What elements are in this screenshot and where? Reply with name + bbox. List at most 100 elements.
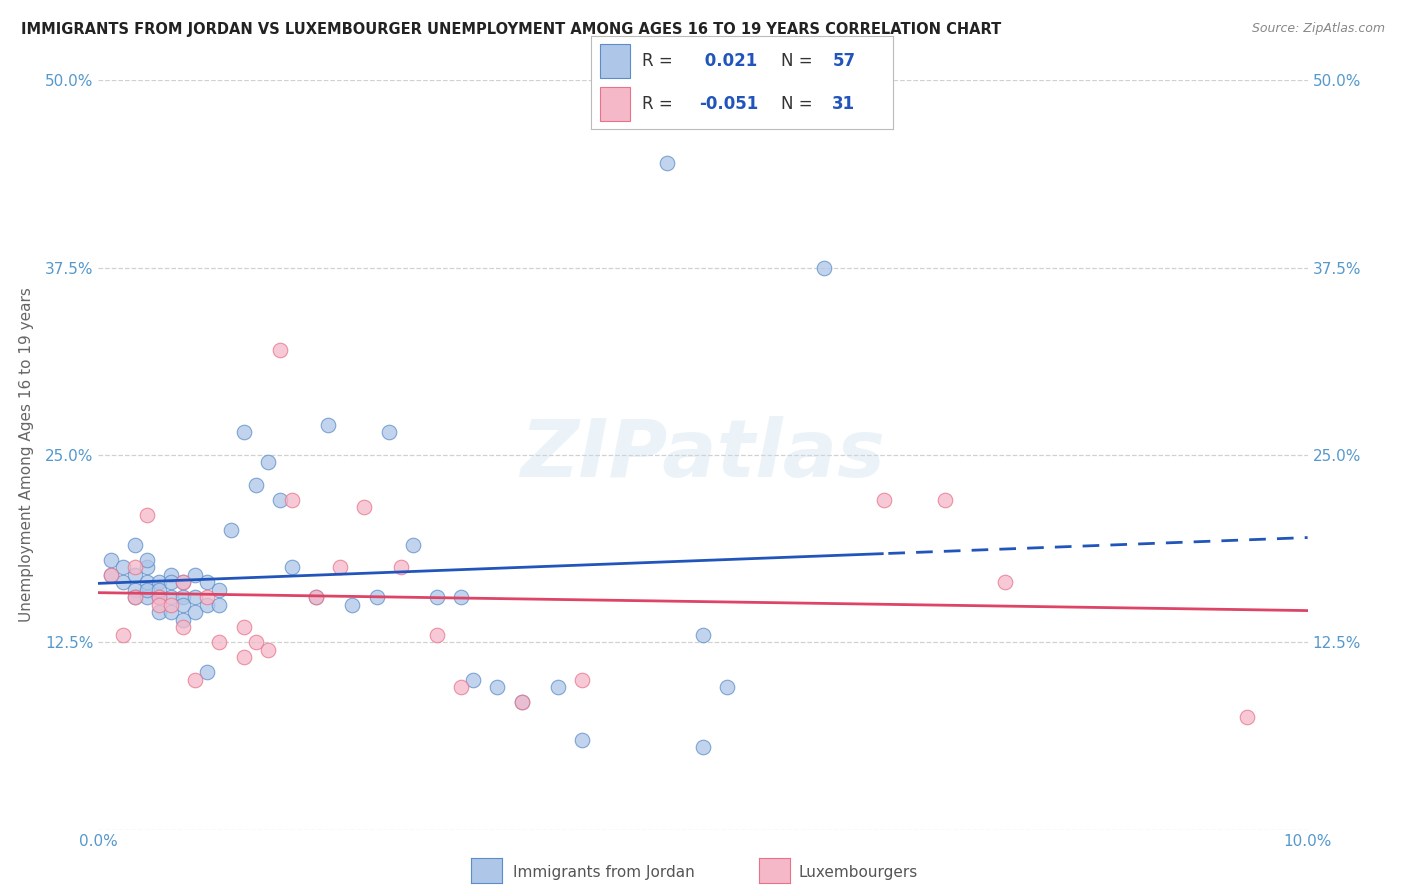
Text: N =: N = xyxy=(780,52,818,70)
Point xyxy=(100,567,122,582)
Point xyxy=(124,591,146,605)
Point xyxy=(148,598,170,612)
Point xyxy=(426,628,449,642)
Point xyxy=(269,492,291,507)
Text: -0.051: -0.051 xyxy=(699,95,759,113)
Point xyxy=(172,591,194,605)
Point xyxy=(195,665,218,680)
Point xyxy=(232,650,254,665)
Point xyxy=(232,620,254,634)
Point xyxy=(510,695,533,709)
Point xyxy=(934,492,956,507)
Point xyxy=(135,591,157,605)
Point xyxy=(547,680,569,694)
Point xyxy=(208,582,231,597)
Point xyxy=(148,575,170,590)
Point xyxy=(221,523,243,537)
Point xyxy=(377,425,399,440)
Text: R =: R = xyxy=(643,95,678,113)
Point xyxy=(256,642,278,657)
Y-axis label: Unemployment Among Ages 16 to 19 years: Unemployment Among Ages 16 to 19 years xyxy=(18,287,34,623)
Text: IMMIGRANTS FROM JORDAN VS LUXEMBOURGER UNEMPLOYMENT AMONG AGES 16 TO 19 YEARS CO: IMMIGRANTS FROM JORDAN VS LUXEMBOURGER U… xyxy=(21,22,1001,37)
Point xyxy=(184,591,207,605)
Point xyxy=(135,553,157,567)
Point xyxy=(353,500,375,515)
Point xyxy=(692,740,714,755)
Point xyxy=(305,591,328,605)
Point xyxy=(160,567,183,582)
Point xyxy=(184,673,207,687)
Text: 31: 31 xyxy=(832,95,855,113)
Point xyxy=(450,591,472,605)
Point xyxy=(486,680,509,694)
Text: 0.021: 0.021 xyxy=(699,52,758,70)
Point xyxy=(148,591,170,605)
Point xyxy=(148,591,170,605)
Point xyxy=(124,560,146,574)
Text: 57: 57 xyxy=(832,52,855,70)
Point xyxy=(160,598,183,612)
Point xyxy=(655,155,678,169)
Point xyxy=(124,591,146,605)
Point xyxy=(426,591,449,605)
Point xyxy=(245,478,267,492)
Point xyxy=(813,260,835,275)
Point xyxy=(124,538,146,552)
Point xyxy=(316,417,339,432)
Text: N =: N = xyxy=(780,95,818,113)
Point xyxy=(100,553,122,567)
Point xyxy=(1236,710,1258,724)
Point xyxy=(172,620,194,634)
Point xyxy=(184,567,207,582)
Point xyxy=(463,673,485,687)
Point xyxy=(342,598,364,612)
Point xyxy=(245,635,267,649)
Point xyxy=(172,613,194,627)
Point xyxy=(135,575,157,590)
Text: ZIPatlas: ZIPatlas xyxy=(520,416,886,494)
Point xyxy=(305,591,328,605)
Point xyxy=(281,560,304,574)
Point xyxy=(208,598,231,612)
Text: Luxembourgers: Luxembourgers xyxy=(799,865,918,880)
Text: Immigrants from Jordan: Immigrants from Jordan xyxy=(513,865,695,880)
Point xyxy=(135,560,157,574)
Point xyxy=(111,575,134,590)
Point xyxy=(571,732,593,747)
Point xyxy=(510,695,533,709)
Point xyxy=(195,591,218,605)
Point xyxy=(329,560,352,574)
Point xyxy=(160,575,183,590)
Point xyxy=(389,560,412,574)
Text: R =: R = xyxy=(643,52,678,70)
Point xyxy=(124,567,146,582)
Point xyxy=(571,673,593,687)
Point xyxy=(160,605,183,619)
Point xyxy=(100,567,122,582)
Point xyxy=(281,492,304,507)
Point xyxy=(135,508,157,522)
Point xyxy=(160,591,183,605)
Point xyxy=(269,343,291,357)
Point xyxy=(402,538,425,552)
Text: Source: ZipAtlas.com: Source: ZipAtlas.com xyxy=(1251,22,1385,36)
Point xyxy=(716,680,738,694)
Point xyxy=(195,575,218,590)
Point xyxy=(148,605,170,619)
Point xyxy=(172,598,194,612)
Point xyxy=(111,628,134,642)
Point xyxy=(124,582,146,597)
Bar xyxy=(599,44,630,78)
Point xyxy=(232,425,254,440)
Point xyxy=(172,575,194,590)
Point xyxy=(111,560,134,574)
Point xyxy=(195,598,218,612)
Point xyxy=(172,575,194,590)
Point xyxy=(450,680,472,694)
Point xyxy=(184,605,207,619)
Point xyxy=(873,492,896,507)
Point xyxy=(208,635,231,649)
Point xyxy=(994,575,1017,590)
Point xyxy=(366,591,388,605)
Point xyxy=(148,582,170,597)
